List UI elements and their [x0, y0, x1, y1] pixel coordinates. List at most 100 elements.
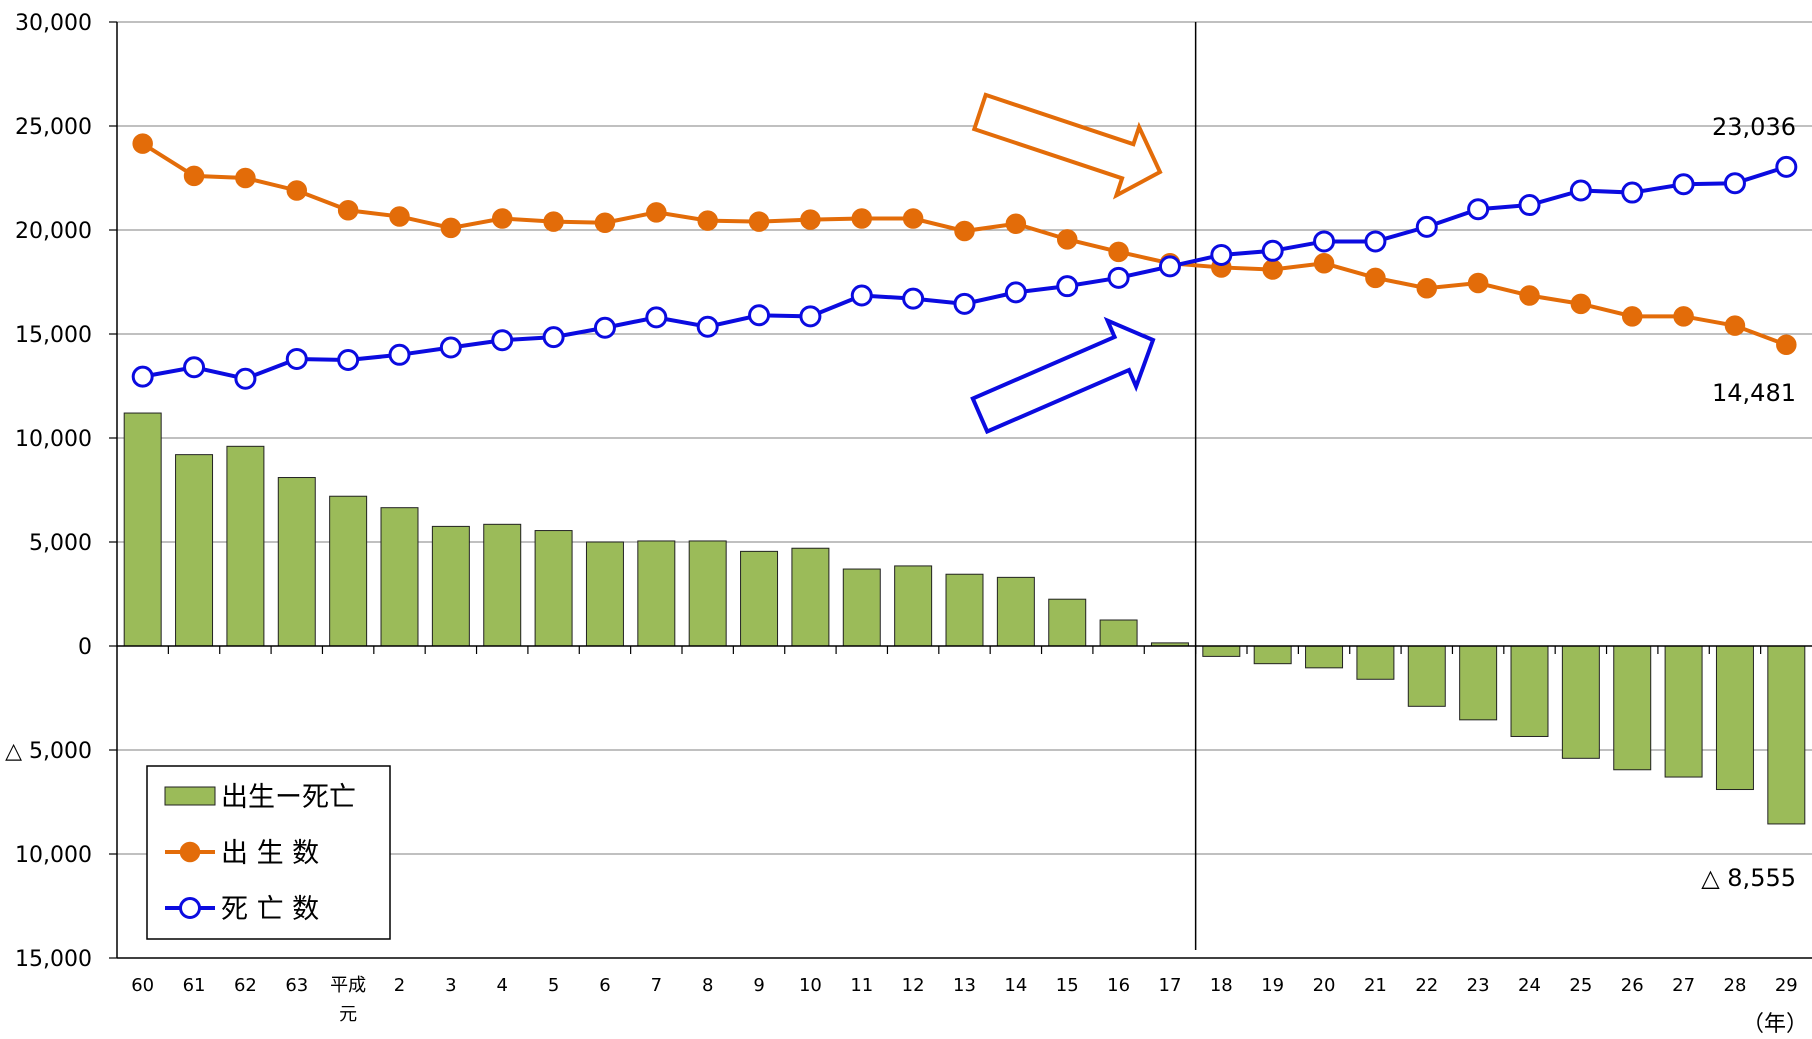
data-point	[183, 356, 206, 379]
data-point	[286, 180, 308, 201]
data-point	[1056, 229, 1078, 250]
legend-swatch-bar	[164, 786, 216, 806]
value-annotation: 14,481	[1712, 379, 1796, 407]
x-tick-label: 27	[1672, 975, 1695, 996]
data-point	[183, 165, 205, 187]
bar	[123, 412, 162, 647]
bar	[380, 507, 419, 647]
data-point	[1672, 173, 1695, 196]
data-point	[1262, 259, 1283, 280]
bar	[483, 523, 522, 647]
data-point	[1107, 266, 1130, 289]
y-tick-label: 10,000	[15, 427, 92, 452]
bar	[740, 550, 779, 647]
bar	[431, 525, 470, 647]
data-point	[800, 209, 821, 230]
x-tick-label: 21	[1364, 975, 1387, 996]
data-point	[132, 133, 153, 154]
y-tick-label: △ 5,000	[5, 739, 92, 764]
y-tick-label: 15,000	[15, 323, 92, 348]
data-point	[1158, 255, 1181, 278]
data-point	[748, 211, 770, 232]
legend-label: 死 亡 数	[221, 894, 319, 925]
x-tick-label: 23	[1467, 975, 1490, 996]
data-point	[851, 208, 873, 229]
legend-label: 出 生 数	[221, 838, 319, 869]
x-tick-label: 60	[131, 975, 154, 996]
legend-swatch-marker	[179, 841, 201, 863]
bar	[1664, 645, 1703, 778]
bar	[791, 547, 830, 647]
data-point	[1210, 243, 1233, 266]
bar	[996, 576, 1035, 647]
x-axis-unit: （年）	[1742, 1012, 1808, 1037]
value-annotation: 23,036	[1712, 113, 1796, 141]
data-point	[491, 329, 514, 352]
data-point	[1467, 272, 1489, 294]
x-tick-label: 8	[702, 975, 713, 996]
data-point	[748, 304, 771, 327]
x-tick-label: 2	[394, 975, 405, 996]
y-tick-label: 15,000	[15, 947, 92, 972]
data-point	[1005, 213, 1027, 235]
x-tick-label: 17	[1159, 975, 1182, 996]
bar	[534, 530, 573, 647]
data-point	[697, 210, 718, 231]
data-point	[953, 292, 976, 315]
data-point	[235, 167, 256, 189]
data-point	[543, 211, 564, 232]
x-tick-label: 3	[445, 975, 456, 996]
data-point	[388, 343, 411, 366]
legend-label: 出生ー死亡	[221, 782, 356, 813]
data-point	[646, 202, 667, 223]
data-point	[594, 212, 616, 233]
legend-swatch-marker	[179, 897, 201, 919]
data-point	[1108, 241, 1129, 263]
data-point	[131, 365, 154, 388]
data-point	[954, 220, 975, 242]
x-tick-label: 29	[1775, 975, 1798, 996]
x-tick-label: 9	[753, 975, 764, 996]
x-tick-label: 63	[285, 975, 308, 996]
data-point	[902, 287, 925, 310]
data-point	[285, 347, 308, 370]
data-point	[696, 315, 719, 338]
bar	[1305, 645, 1344, 669]
x-tick-label: 20	[1313, 975, 1336, 996]
data-point	[1775, 155, 1798, 178]
bar	[688, 540, 727, 647]
x-tick-label: 62	[234, 975, 257, 996]
bar	[1407, 645, 1446, 707]
x-tick-label: 61	[183, 975, 206, 996]
data-point	[337, 349, 360, 371]
x-tick-label: 5	[548, 975, 559, 996]
trend-arrows	[970, 92, 1163, 435]
data-point	[389, 206, 410, 227]
grid	[117, 21, 1812, 855]
data-point	[1004, 281, 1027, 304]
y-tick-label: 5,000	[29, 531, 92, 556]
y-tick-label: 30,000	[15, 11, 92, 36]
bar	[1048, 598, 1087, 647]
x-tick-label: 25	[1569, 975, 1592, 996]
bar	[1767, 645, 1806, 825]
data-point	[850, 284, 873, 307]
x-tick-label: 12	[902, 975, 925, 996]
x-tick-label: 18	[1210, 975, 1233, 996]
bar	[637, 540, 676, 647]
bar	[1613, 645, 1652, 771]
data-point	[440, 217, 462, 239]
bar	[277, 477, 316, 647]
data-point	[1723, 172, 1746, 195]
data-point	[1724, 315, 1746, 336]
x-tick-label: 7	[651, 975, 662, 996]
data-point	[1673, 306, 1694, 327]
bar	[226, 445, 265, 647]
bar	[1099, 619, 1138, 647]
bar	[1459, 645, 1498, 721]
x-tick-label: 6	[599, 975, 610, 996]
bar	[1510, 645, 1549, 737]
series-line	[142, 164, 1787, 381]
data-point	[1261, 239, 1284, 262]
